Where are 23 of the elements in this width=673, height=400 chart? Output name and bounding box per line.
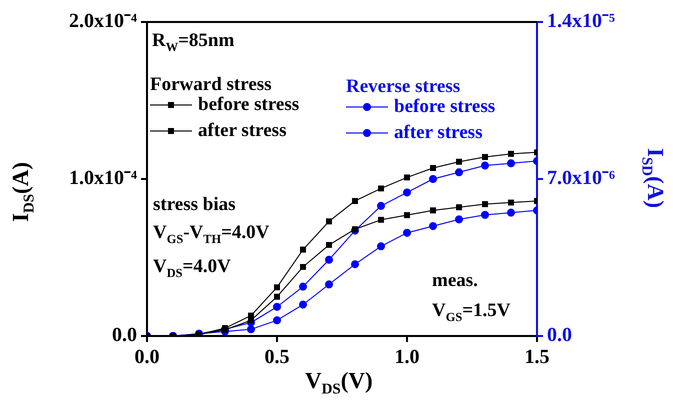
annotation: R$_{W}$=85nm	[152, 30, 234, 55]
legend-label: after stress	[198, 120, 286, 141]
annotation: V$_{GS}$-V$_{TH}$=4.0V	[153, 222, 270, 247]
x-tick-label: 1.0	[394, 346, 420, 368]
annotation: V$_{DS}$=4.0V	[153, 256, 231, 281]
y2-tick-label: 7.0x10⁻⁶	[547, 167, 615, 190]
x-tick-label: 0.0	[134, 346, 160, 368]
x-axis-title: V$_{DS}$(V)	[305, 368, 373, 399]
annotation: stress bias	[153, 194, 236, 216]
y-tick-label: 0.0	[112, 324, 137, 346]
legend-label: before stress	[394, 96, 496, 117]
y-tick-label: 2.0x10⁻⁴	[69, 10, 137, 32]
annotation: meas.	[432, 270, 478, 292]
annotation: Forward stress	[150, 74, 272, 96]
annotation: Reverse stress	[346, 76, 460, 98]
x-tick-label: 0.5	[264, 346, 290, 368]
annotation: V$_{GS}$=1.5V	[432, 300, 511, 325]
legend-label: before stress	[198, 94, 300, 115]
y2-tick-label: 1.4x10⁻⁵	[547, 10, 615, 32]
y2-tick-label: 0.0	[547, 324, 572, 346]
x-tick-label: 1.5	[524, 346, 550, 368]
y-tick-label: 1.0x10⁻⁴	[69, 167, 137, 190]
legend-label: after stress	[394, 122, 482, 143]
